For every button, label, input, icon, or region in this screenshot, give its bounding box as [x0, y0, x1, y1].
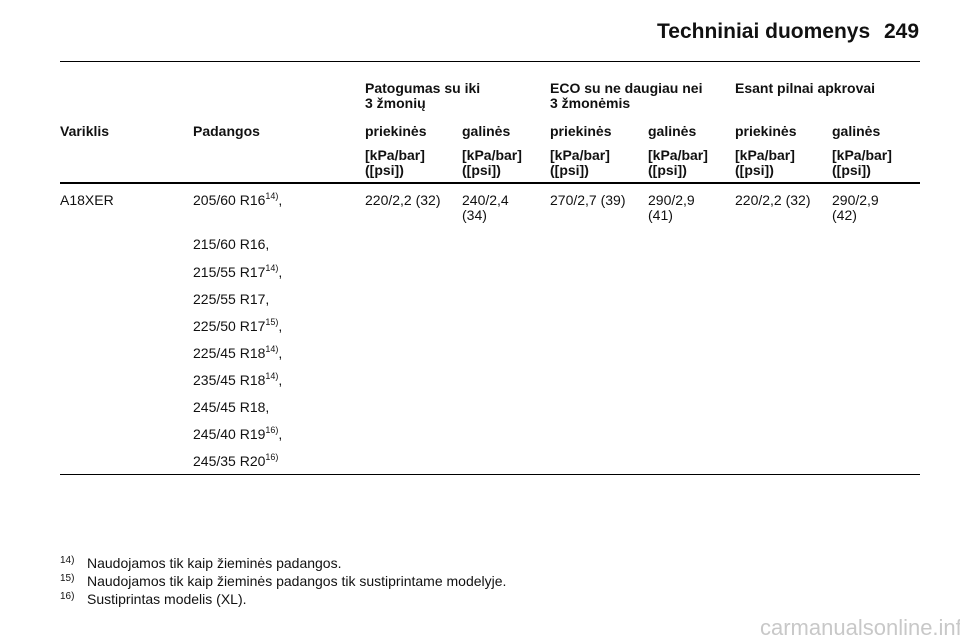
unit-label: [kPa/bar]: [550, 147, 610, 163]
unit-label: [kPa/bar]: [735, 147, 795, 163]
pressure: 220/2,2 (32): [735, 192, 811, 208]
column-header: galinės: [832, 123, 881, 139]
page-title: Techniniai duomenys: [657, 20, 871, 43]
unit-label: [kPa/bar]: [365, 147, 425, 163]
table-bottom-rule: [60, 474, 920, 475]
tire-text: 205/60 R16: [193, 192, 266, 208]
column-header: priekinės: [365, 123, 427, 139]
unit-label: ([psi]): [832, 162, 871, 178]
column-header: galinės: [648, 123, 697, 139]
column-header: galinės: [462, 123, 511, 139]
tire-text: 215/60 R16,: [193, 236, 270, 252]
column-header: Variklis: [60, 123, 110, 139]
tire-text: 235/45 R18: [193, 372, 266, 388]
tire-size: 225/45 R1814),: [193, 344, 283, 361]
pressure: 270/2,7 (39): [550, 192, 626, 208]
footnote-mark: 15): [60, 573, 75, 584]
footnote-ref: 15): [265, 317, 279, 327]
footnote-mark: 14): [60, 555, 75, 566]
tire-suffix: ,: [278, 318, 283, 334]
footnote-ref: 14): [265, 263, 279, 273]
tire-text: 215/55 R17: [193, 264, 266, 280]
tire-suffix: ,: [278, 372, 283, 388]
footnote-ref: 14): [265, 344, 279, 354]
engine: A18XER: [60, 192, 114, 208]
table-rule: [60, 182, 920, 184]
tire-size: 205/60 R1614),: [193, 191, 283, 208]
watermark: carmanualsonline.info: [760, 615, 960, 640]
tire-text: 245/35 R20: [193, 453, 266, 469]
tire-size: 245/45 R18,: [193, 400, 269, 415]
column-header: priekinės: [735, 123, 797, 139]
pressure: 290/2,9: [648, 192, 695, 208]
group-header: Patogumas su iki: [365, 80, 481, 96]
column-header: Padangos: [193, 123, 260, 139]
unit-label: ([psi]): [365, 162, 404, 178]
tire-size: 215/55 R1714),: [193, 263, 283, 280]
pressure: 290/2,9: [832, 192, 879, 208]
footnote-text: Naudojamos tik kaip žieminės padangos.: [87, 555, 342, 571]
footnote-text: Sustiprintas modelis (XL).: [87, 591, 247, 607]
unit-label: ([psi]): [735, 162, 774, 178]
footnote-ref: 16): [265, 452, 279, 462]
group-header: Esant pilnai apkrovai: [735, 80, 876, 96]
tire-suffix: ,: [278, 192, 283, 208]
pressure: 240/2,4: [462, 192, 509, 208]
footnote-text: Naudojamos tik kaip žieminės padangos ti…: [87, 573, 507, 589]
column-header: priekinės: [550, 123, 612, 139]
pressure: 220/2,2 (32): [365, 192, 441, 208]
unit-label: ([psi]): [550, 162, 589, 178]
pressure: (34): [462, 207, 487, 223]
footnote-mark: 16): [60, 591, 75, 602]
tire-size: 235/45 R1814),: [193, 371, 283, 388]
footnote-ref: 14): [265, 191, 279, 201]
tire-text: 225/45 R18: [193, 345, 266, 361]
unit-label: [kPa/bar]: [648, 147, 708, 163]
tire-text: 245/45 R18,: [193, 399, 270, 415]
tire-text: 245/40 R19: [193, 426, 266, 442]
group-header: ECO su ne daugiau nei: [550, 80, 703, 96]
group-header: 3 žmonių: [365, 95, 426, 111]
unit-label: ([psi]): [648, 162, 687, 178]
tire-text: 225/50 R17: [193, 318, 266, 334]
tire-size: 245/40 R1916),: [193, 425, 283, 442]
unit-label: [kPa/bar]: [462, 147, 522, 163]
pressure: (41): [648, 207, 673, 223]
unit-label: ([psi]): [462, 162, 501, 178]
tire-size: 245/35 R2016): [193, 452, 279, 469]
footnote-ref: 16): [265, 425, 279, 435]
pressure: (42): [832, 207, 857, 223]
tire-suffix: ,: [278, 264, 283, 280]
unit-label: [kPa/bar]: [832, 147, 892, 163]
tire-text: 225/55 R17,: [193, 291, 270, 307]
group-header: 3 žmonėmis: [550, 95, 631, 111]
tire-size: 215/60 R16,: [193, 237, 269, 252]
header-rule: [60, 61, 920, 62]
tire-size: 225/50 R1715),: [193, 317, 283, 334]
tire-size: 225/55 R17,: [193, 292, 269, 307]
page-number: 249: [884, 20, 920, 43]
tire-suffix: ,: [278, 345, 283, 361]
tire-suffix: ,: [278, 426, 283, 442]
footnote-ref: 14): [265, 371, 279, 381]
